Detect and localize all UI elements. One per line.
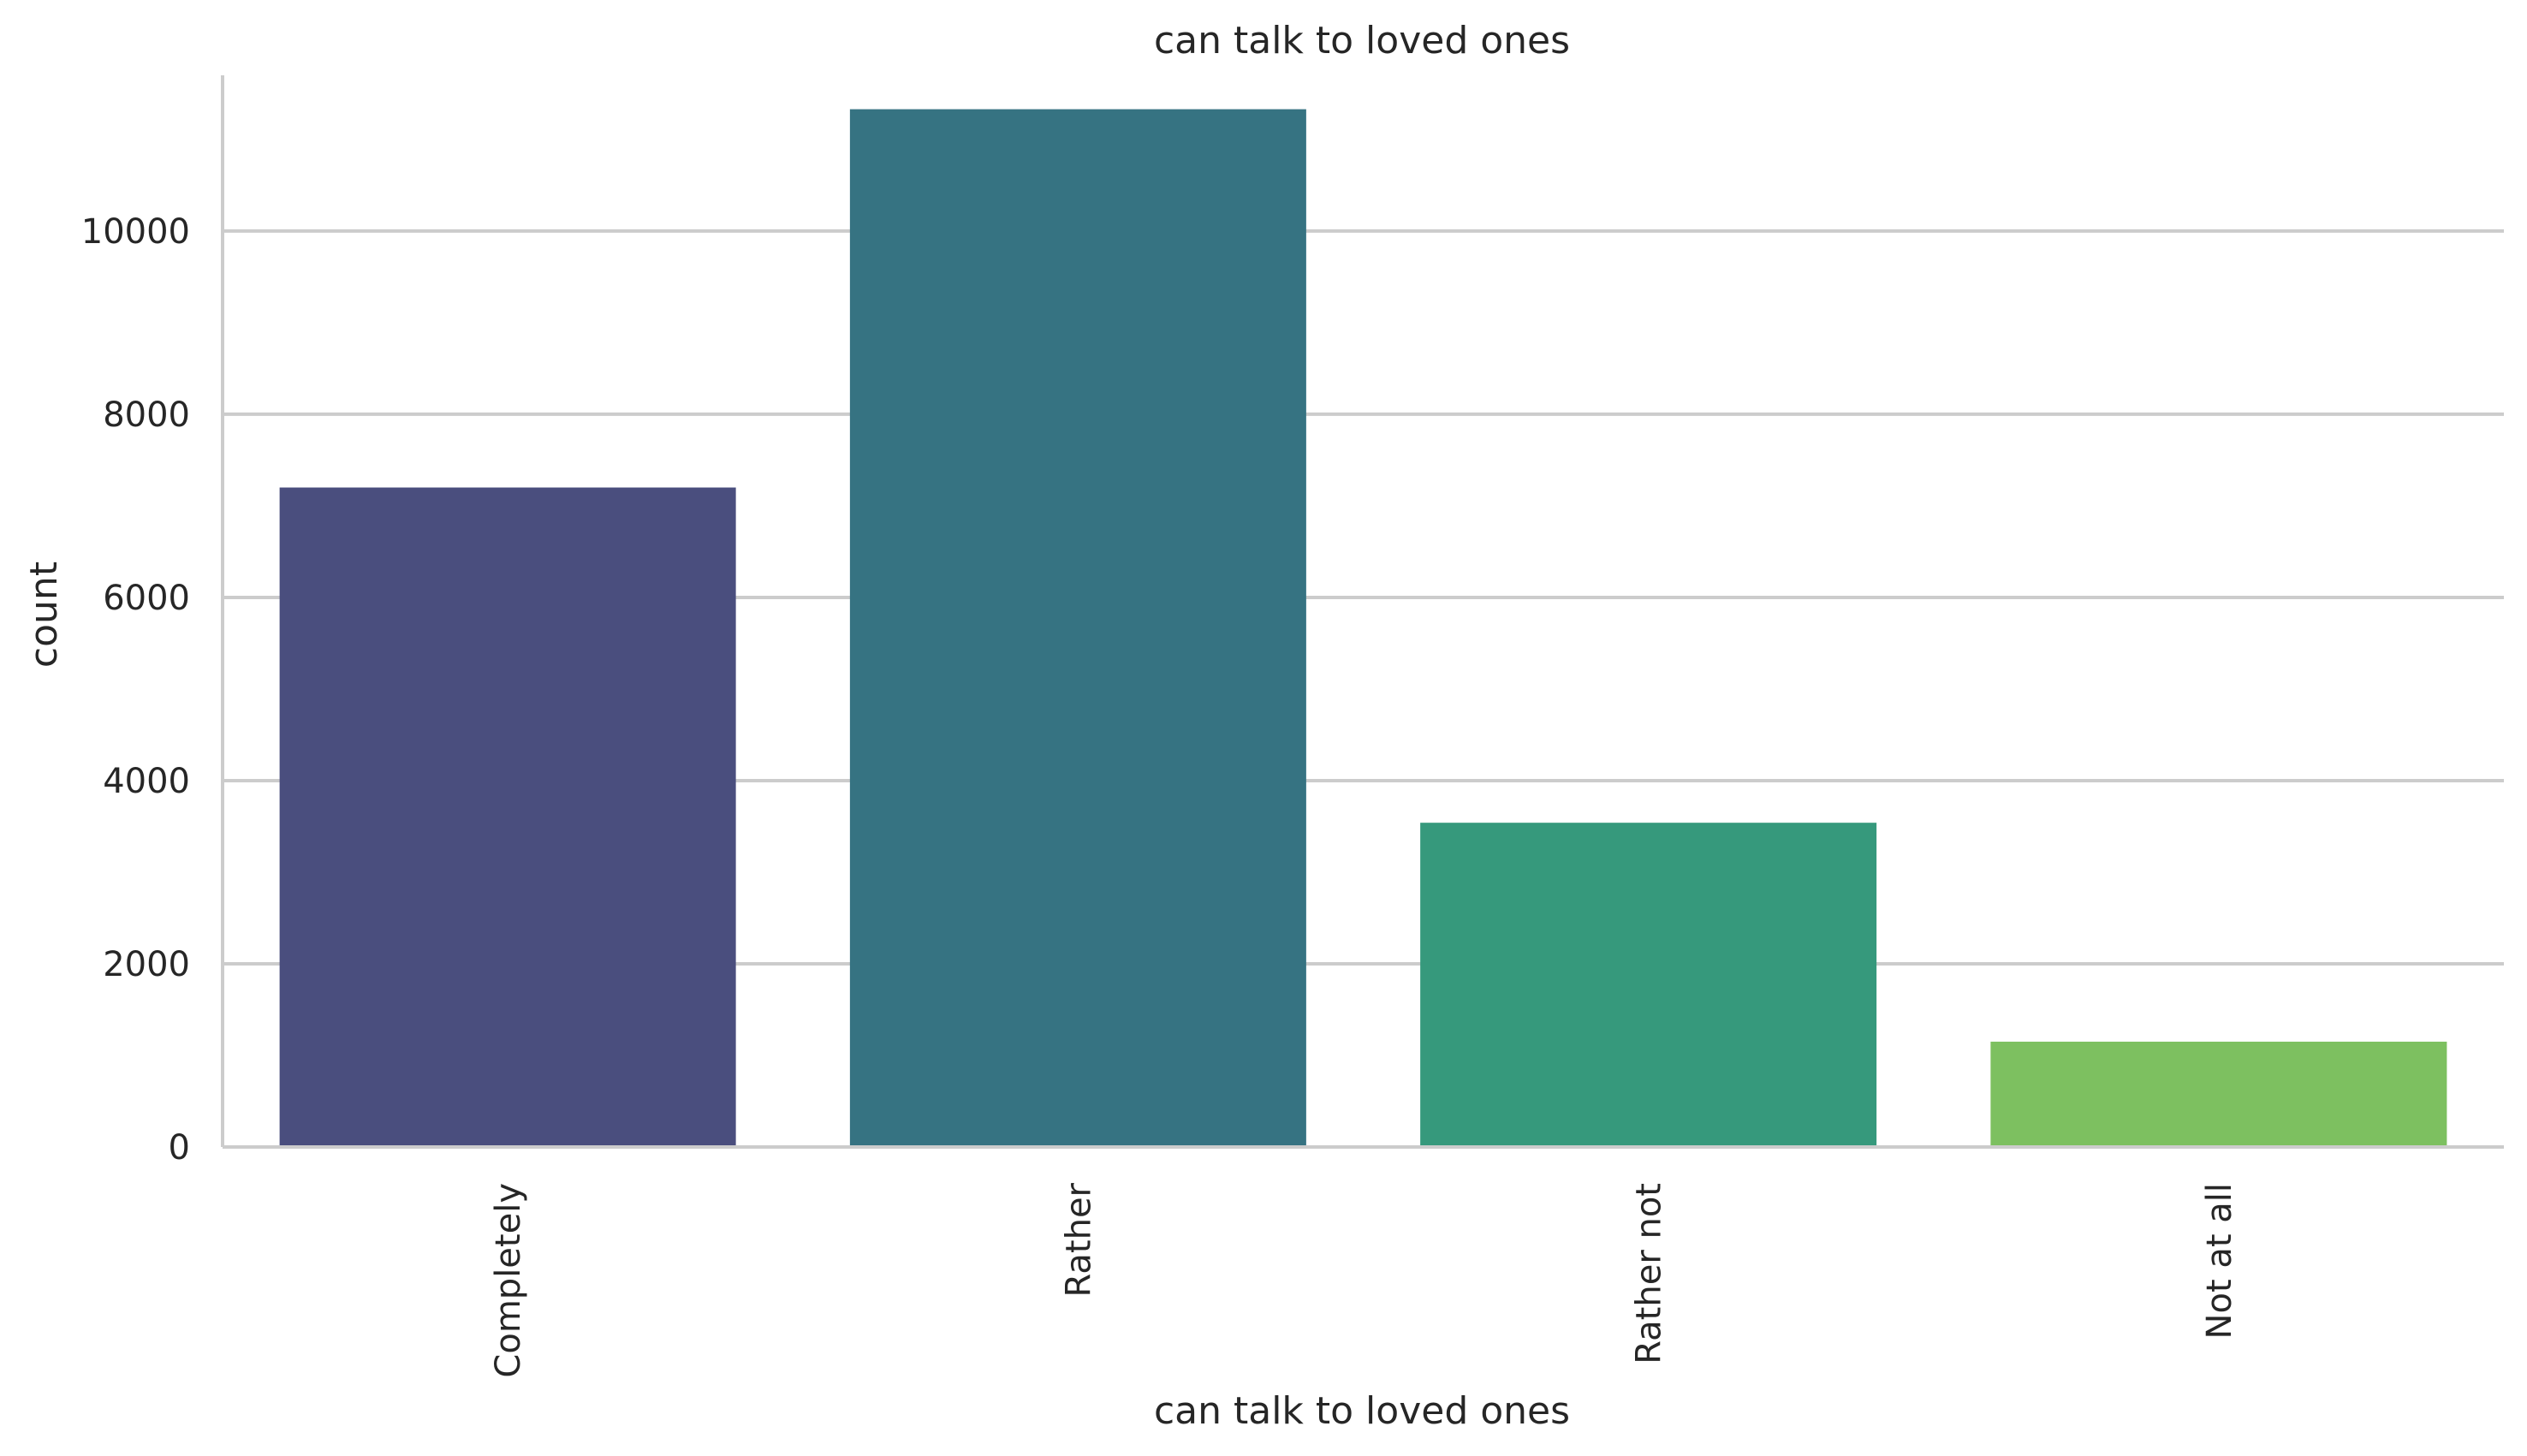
x-tick-label-rather: Rather — [1059, 1182, 1098, 1297]
bar-rather — [849, 109, 1306, 1148]
bar-completely — [279, 487, 736, 1147]
y-tick-labels: 0 2000 4000 6000 8000 10000 — [81, 212, 190, 1168]
axes-spines — [221, 75, 2504, 1149]
x-tick-labels: Completely Rather Rather not Not at all — [489, 1182, 2239, 1377]
y-tick-label-0: 0 — [169, 1128, 190, 1168]
y-tick-label-8000: 8000 — [103, 395, 190, 435]
y-tick-label-6000: 6000 — [103, 579, 190, 618]
x-tick-label-rather-not: Rather not — [1630, 1183, 1669, 1364]
y-tick-label-10000: 10000 — [81, 212, 190, 252]
bars — [279, 109, 2447, 1148]
y-tick-label-2000: 2000 — [103, 945, 190, 984]
y-tick-label-4000: 4000 — [103, 762, 190, 801]
x-tick-label-not-at-all: Not at all — [2200, 1183, 2239, 1339]
x-tick-label-completely: Completely — [489, 1183, 528, 1378]
bar-not-at-all — [1990, 1041, 2447, 1147]
chart-title: can talk to loved ones — [1154, 19, 1570, 62]
y-axis-label: count — [22, 562, 66, 668]
bar-rather-not — [1420, 823, 1877, 1147]
x-axis-label: can talk to loved ones — [1154, 1389, 1570, 1433]
